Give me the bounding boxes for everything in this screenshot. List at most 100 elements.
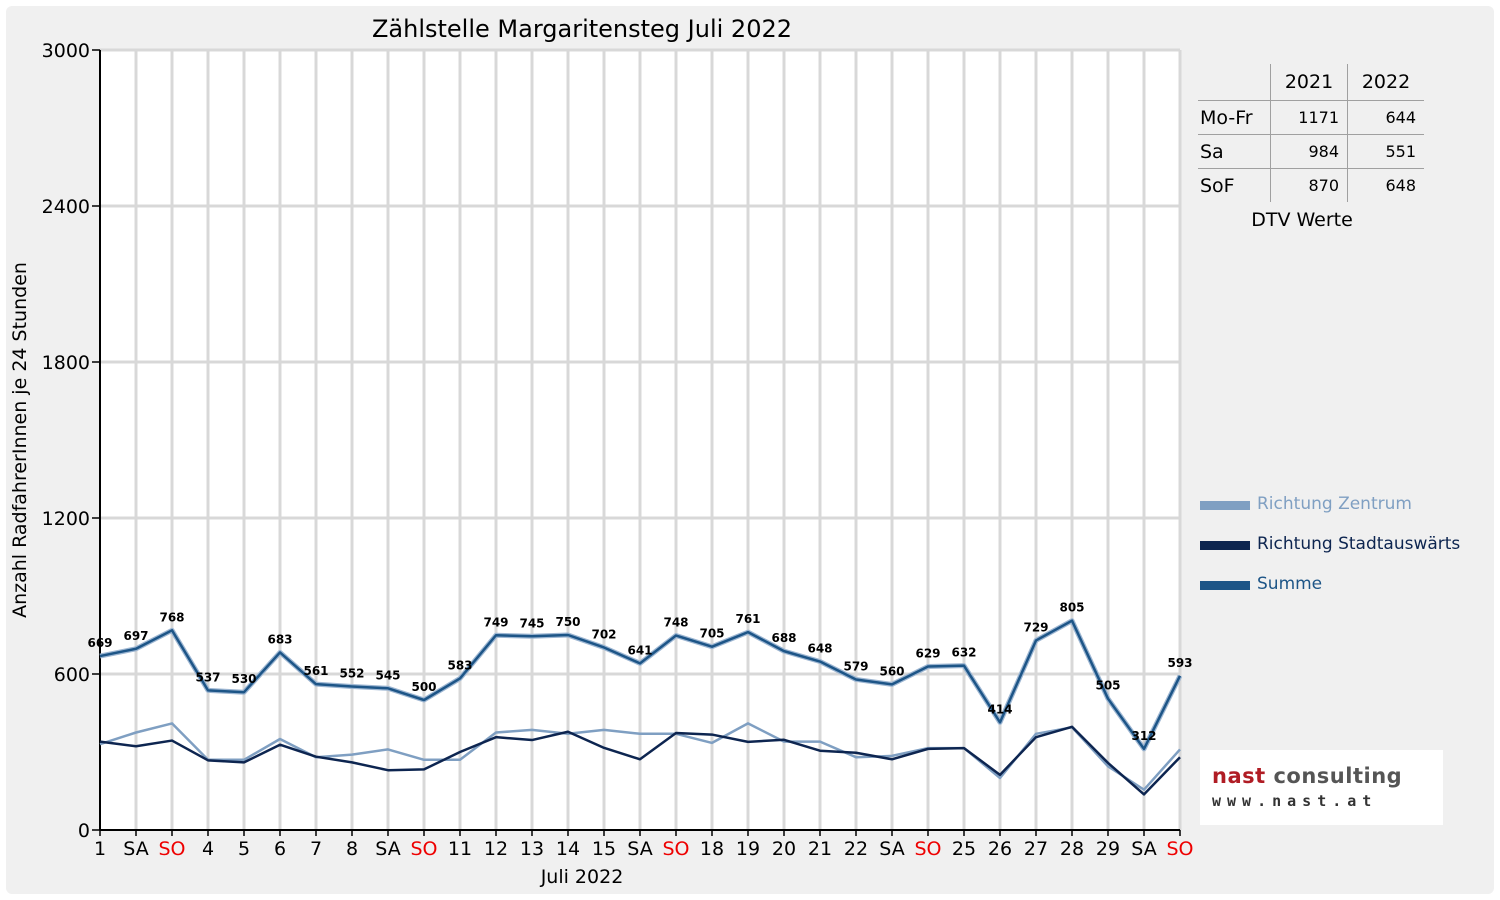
dtv-caption: DTV Werte bbox=[1251, 209, 1353, 231]
x-tick-label: 5 bbox=[238, 838, 250, 860]
data-label: 683 bbox=[267, 632, 292, 646]
dtv-value: 984 bbox=[1270, 134, 1348, 169]
y-tick-label: 1200 bbox=[42, 508, 90, 530]
x-tick-label: 26 bbox=[988, 838, 1012, 860]
legend-label: Summe bbox=[1257, 574, 1323, 594]
data-label: 705 bbox=[699, 627, 724, 641]
x-tick-label: SA bbox=[1131, 838, 1156, 860]
y-tick-label: 3000 bbox=[42, 40, 90, 62]
legend-label: Richtung Zentrum bbox=[1257, 494, 1412, 514]
x-tick-label: 28 bbox=[1060, 838, 1084, 860]
logo-name-part2: consulting bbox=[1273, 764, 1403, 788]
data-label: 552 bbox=[339, 666, 364, 680]
x-tick-label: SO bbox=[662, 838, 689, 860]
dtv-header-row: 2021 2022 bbox=[1198, 64, 1424, 101]
data-label: 312 bbox=[1131, 729, 1156, 743]
legend-label: Richtung Stadtauswärts bbox=[1257, 534, 1461, 554]
series-line-stadtauswaerts bbox=[99, 725, 1181, 796]
x-tick-label: 13 bbox=[520, 838, 544, 860]
x-tick-label: SA bbox=[375, 838, 400, 860]
dtv-row-label: SoF bbox=[1200, 174, 1235, 197]
dtv-value: 870 bbox=[1270, 168, 1348, 202]
x-tick-label: SA bbox=[123, 838, 148, 860]
data-label: 583 bbox=[447, 658, 472, 672]
x-tick-label: SO bbox=[410, 838, 437, 860]
dtv-table: 2021 2022 Mo-Fr 1171 644 Sa 984 551 SoF … bbox=[1198, 64, 1424, 202]
x-tick-label: SA bbox=[627, 838, 652, 860]
x-tick-label: 22 bbox=[844, 838, 868, 860]
data-label: 537 bbox=[195, 670, 220, 684]
x-axis-label: Juli 2022 bbox=[540, 866, 624, 888]
dtv-col-2021: 2021 bbox=[1270, 64, 1348, 101]
logo-name: nast consulting bbox=[1212, 764, 1402, 788]
data-label: 748 bbox=[663, 616, 688, 630]
y-tick-label: 0 bbox=[78, 820, 90, 842]
dtv-col-2022: 2022 bbox=[1347, 64, 1424, 101]
y-tick-label: 2400 bbox=[42, 196, 90, 218]
x-tick-label: SO bbox=[914, 838, 941, 860]
grid bbox=[100, 48, 1182, 830]
x-tick-label: 21 bbox=[808, 838, 832, 860]
data-label: 530 bbox=[231, 672, 256, 686]
data-label: 702 bbox=[591, 627, 616, 641]
y-tick-label: 1800 bbox=[42, 352, 90, 374]
data-label: 749 bbox=[483, 615, 508, 629]
data-label: 761 bbox=[735, 612, 760, 626]
nast-consulting-logo: nast consulting www.nast.at bbox=[1200, 750, 1443, 825]
x-tick-label: 14 bbox=[556, 838, 580, 860]
dtv-row-label: Sa bbox=[1198, 134, 1271, 169]
data-label: 545 bbox=[375, 668, 400, 682]
x-tick-label: 19 bbox=[736, 838, 760, 860]
series-line-zentrum bbox=[99, 722, 1181, 791]
x-tick-label: 4 bbox=[202, 838, 214, 860]
y-tick-label: 600 bbox=[54, 664, 90, 686]
x-tick-label: SA bbox=[879, 838, 904, 860]
logo-url: www.nast.at bbox=[1212, 792, 1378, 810]
x-tick-label: 25 bbox=[952, 838, 976, 860]
data-label: 669 bbox=[87, 636, 112, 650]
logo-name-part1: nast bbox=[1212, 764, 1266, 788]
x-tick-label: 15 bbox=[592, 838, 616, 860]
x-tick-label: 11 bbox=[448, 838, 472, 860]
chart-title: Zählstelle Margaritensteg Juli 2022 bbox=[372, 15, 792, 43]
data-label: 768 bbox=[159, 610, 184, 624]
data-label: 688 bbox=[771, 631, 796, 645]
x-tick-label: 6 bbox=[274, 838, 286, 860]
data-labels: 669 697 768 537 530 683 561 552 545 500 583 749 745 7… bbox=[87, 601, 1192, 743]
y-axis-label: Anzahl RadfahrerInnen je 24 Stunden bbox=[9, 262, 31, 618]
x-tick-label: SO bbox=[158, 838, 185, 860]
dtv-value: 1171 bbox=[1270, 100, 1348, 135]
x-tick-label: 29 bbox=[1096, 838, 1120, 860]
dtv-row-sa: Sa 984 551 bbox=[1198, 134, 1424, 169]
data-label: 632 bbox=[951, 646, 976, 660]
legend-swatch bbox=[1200, 501, 1250, 510]
data-label: 579 bbox=[843, 659, 868, 673]
axes bbox=[92, 49, 1181, 836]
x-tick-label: SO bbox=[1166, 838, 1193, 860]
data-label: 505 bbox=[1095, 679, 1120, 693]
x-tick-label: 8 bbox=[346, 838, 358, 860]
dtv-row-sof: SoF 870 648 bbox=[1198, 168, 1424, 202]
legend-swatch bbox=[1200, 581, 1250, 590]
series-lines bbox=[99, 618, 1183, 796]
x-tick-label: 12 bbox=[484, 838, 508, 860]
x-tick-label: 7 bbox=[310, 838, 322, 860]
x-tick-label: 18 bbox=[700, 838, 724, 860]
dtv-value: 551 bbox=[1347, 134, 1424, 169]
dtv-corner-cell bbox=[1198, 64, 1271, 101]
x-tick-label: 1 bbox=[94, 838, 106, 860]
dtv-value: 644 bbox=[1347, 100, 1424, 135]
data-label: 750 bbox=[555, 615, 580, 629]
data-label: 414 bbox=[987, 702, 1012, 716]
tick-labels: 0 600 1200 1800 2400 3000 1 SA SO 4 5 6 7 8 SA SO 11 12 13… bbox=[42, 40, 1194, 860]
data-label: 500 bbox=[411, 680, 436, 694]
data-label: 561 bbox=[303, 664, 328, 678]
data-label: 560 bbox=[879, 664, 904, 678]
series-line-summe bbox=[99, 619, 1182, 751]
data-label: 593 bbox=[1167, 656, 1192, 670]
x-tick-label: 20 bbox=[772, 838, 796, 860]
data-label: 745 bbox=[519, 616, 544, 630]
data-label: 697 bbox=[123, 629, 148, 643]
dtv-value: 648 bbox=[1347, 168, 1424, 202]
